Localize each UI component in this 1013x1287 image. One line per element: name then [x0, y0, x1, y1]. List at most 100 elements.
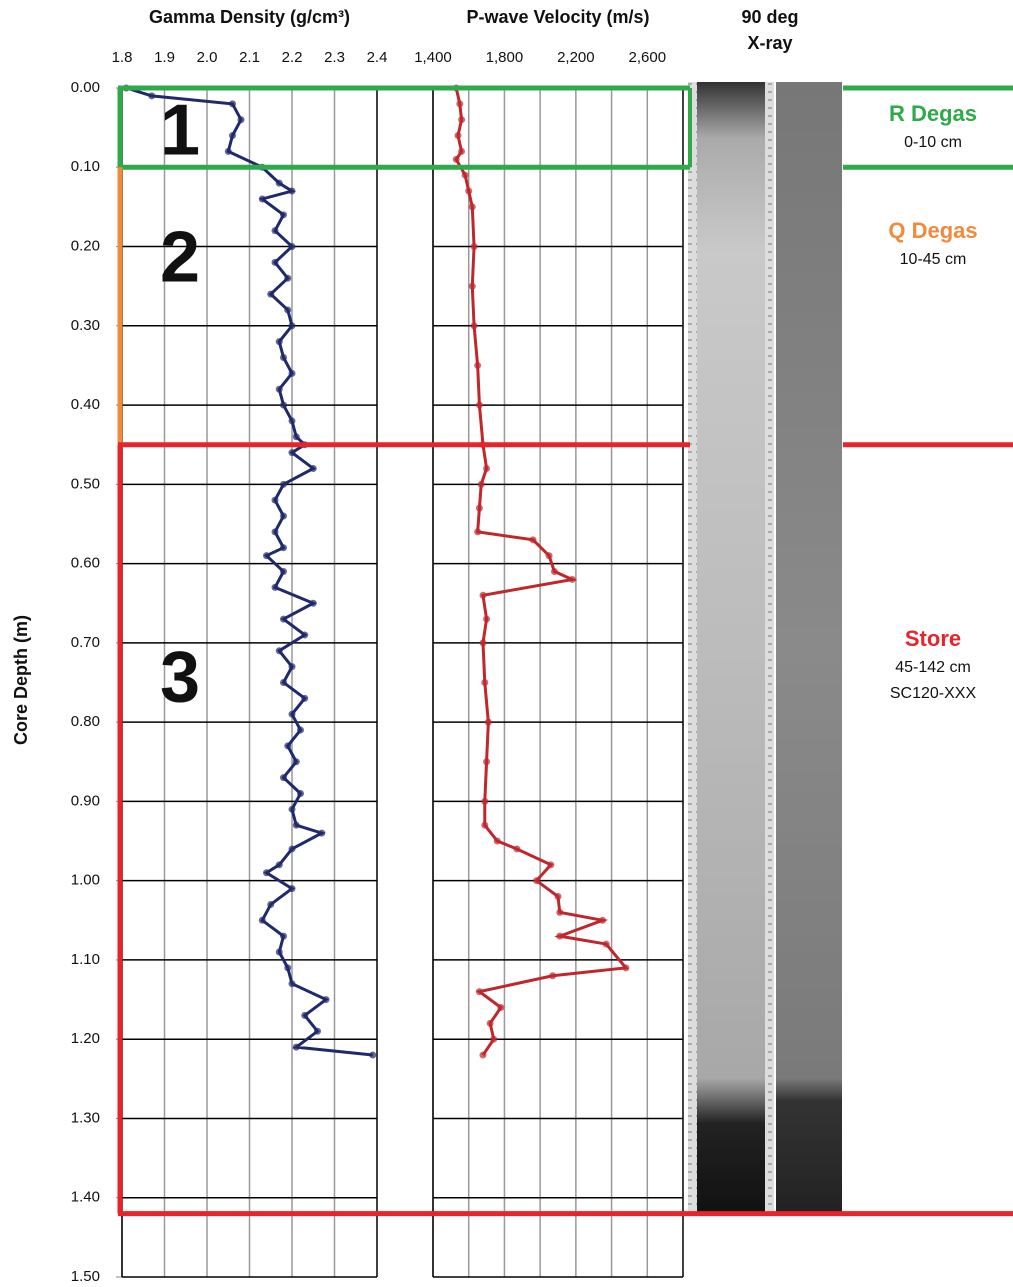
x-tick-label: 2,600 — [629, 49, 667, 66]
data-point — [289, 417, 296, 424]
y-tick-label: 0.70 — [71, 634, 100, 651]
data-point — [480, 1052, 487, 1059]
data-point — [547, 861, 554, 868]
data-point — [480, 592, 487, 599]
data-point — [494, 838, 501, 845]
ruler — [688, 82, 697, 1214]
zone-range: 0-10 cm — [904, 134, 962, 151]
data-point — [272, 497, 279, 504]
data-point — [289, 322, 296, 329]
data-point — [297, 790, 304, 797]
data-point — [272, 259, 279, 266]
x-tick-label: 2.0 — [197, 49, 218, 66]
data-point — [481, 679, 488, 686]
section-number: 1 — [160, 91, 200, 171]
data-line — [456, 88, 626, 1055]
zone-range: 10-45 cm — [900, 251, 967, 268]
y-tick-label: 0.10 — [71, 158, 100, 175]
data-point — [289, 806, 296, 813]
data-point — [474, 362, 481, 369]
data-point — [471, 322, 478, 329]
data-point — [485, 719, 492, 726]
data-point — [276, 338, 283, 345]
zone-range: 45-142 cm — [895, 659, 971, 676]
data-point — [284, 964, 291, 971]
data-point — [483, 758, 490, 765]
y-tick-label: 1.10 — [71, 951, 100, 968]
data-point — [487, 1020, 494, 1027]
data-point — [289, 370, 296, 377]
y-tick-label: 1.30 — [71, 1109, 100, 1126]
y-tick-label: 0.50 — [71, 475, 100, 492]
data-point — [289, 188, 296, 195]
data-point — [549, 972, 556, 979]
data-point — [293, 1044, 300, 1051]
data-point — [280, 774, 287, 781]
data-point — [284, 275, 291, 282]
y-tick-label: 0.40 — [71, 396, 100, 413]
page: 90 deg X-ray Gamma Density (g/cm³)1.81.9… — [0, 0, 1013, 1287]
data-point — [280, 679, 287, 686]
data-point — [551, 568, 558, 575]
data-point — [603, 941, 610, 948]
data-point — [556, 909, 563, 916]
y-tick-label: 1.20 — [71, 1030, 100, 1047]
section-number: 2 — [160, 217, 200, 297]
data-point — [456, 100, 463, 107]
data-point — [481, 798, 488, 805]
data-point — [289, 449, 296, 456]
data-point — [323, 996, 330, 1003]
data-point — [310, 600, 317, 607]
data-point — [259, 195, 266, 202]
data-point — [533, 877, 540, 884]
data-point — [301, 695, 308, 702]
data-point — [280, 402, 287, 409]
data-point — [310, 465, 317, 472]
y-tick-label: 1.50 — [71, 1268, 100, 1285]
zone-name: Store — [905, 626, 961, 651]
data-point — [369, 1052, 376, 1059]
data-point — [267, 901, 274, 908]
data-point — [280, 568, 287, 575]
data-point — [480, 639, 487, 646]
xray-image — [776, 82, 842, 1214]
chart-title: P-wave Velocity (m/s) — [466, 7, 649, 27]
data-point — [318, 830, 325, 837]
data-point — [284, 306, 291, 313]
data-point — [289, 663, 296, 670]
data-point — [293, 758, 300, 765]
data-point — [276, 386, 283, 393]
y-tick-label: 0.90 — [71, 792, 100, 809]
data-point — [267, 291, 274, 298]
x-tick-label: 2,200 — [557, 49, 595, 66]
ruler — [765, 82, 774, 1214]
data-point — [481, 822, 488, 829]
data-point — [276, 861, 283, 868]
y-axis-label: Core Depth (m) — [11, 615, 31, 745]
data-point — [280, 481, 287, 488]
data-point — [272, 584, 279, 591]
data-point — [280, 354, 287, 361]
x-tick-label: 1,800 — [486, 49, 524, 66]
data-point — [289, 243, 296, 250]
data-point — [476, 505, 483, 512]
data-point — [280, 544, 287, 551]
data-point — [490, 1036, 497, 1043]
data-point — [280, 513, 287, 520]
y-tick-label: 0.00 — [71, 79, 100, 96]
data-point — [289, 980, 296, 987]
data-point — [497, 1004, 504, 1011]
data-point — [471, 243, 478, 250]
data-point — [280, 616, 287, 623]
data-point — [469, 283, 476, 290]
data-point — [478, 481, 485, 488]
data-point — [238, 116, 245, 123]
data-point — [280, 211, 287, 218]
data-point — [301, 631, 308, 638]
xray-images — [688, 82, 842, 1214]
zone-name: R Degas — [889, 101, 977, 126]
x-tick-label: 2.4 — [367, 49, 388, 66]
data-point — [276, 647, 283, 654]
data-point — [301, 1012, 308, 1019]
data-point — [263, 869, 270, 876]
